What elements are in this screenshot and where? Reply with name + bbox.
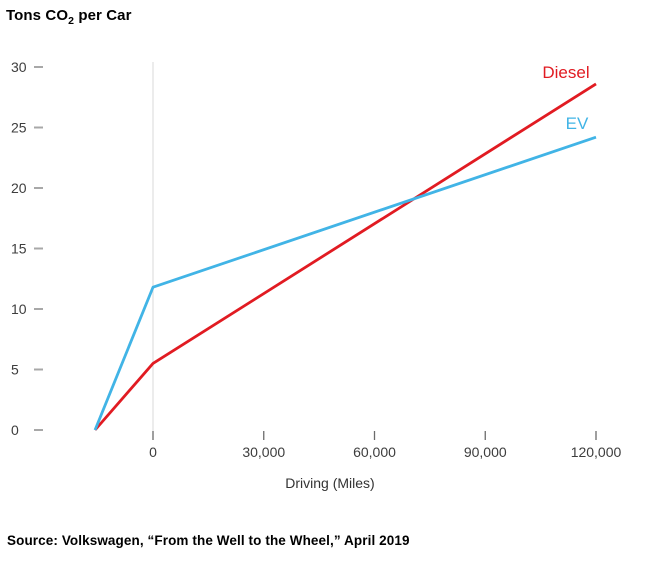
chart-title-subscript: 2 [68,15,75,27]
series-line-diesel [93,82,597,431]
x-axis-tick-label: 30,000 [242,444,285,460]
chart-title-suffix: per Car [74,7,132,24]
source-citation: Source: Volkswagen, “From the Well to th… [7,533,410,548]
series-label-ev: EV [566,114,589,133]
y-axis-tick-label: 30 [11,59,27,75]
x-axis-tick-label: 60,000 [353,444,396,460]
series-line-ev [93,135,597,431]
x-axis-tick-label: 0 [149,444,157,460]
line-chart: 0 5 10 15 20 25 30 0 30,000 60,000 90,000 120,000 Dr… [11,59,622,491]
y-axis-tick-label: 20 [11,180,27,196]
series-label-diesel: Diesel [542,63,589,82]
x-axis-tick-label: 90,000 [464,444,507,460]
y-axis-tick-label: 5 [11,362,19,378]
chart-title: Tons CO2 per Car [6,7,132,27]
y-axis-tick-label: 0 [11,422,19,438]
y-axis-tick-label: 10 [11,301,27,317]
chart-title-prefix: Tons CO [6,7,69,24]
x-axis-title: Driving (Miles) [285,475,374,491]
y-axis-tick-label: 25 [11,120,27,136]
y-axis-tick-label: 15 [11,241,27,257]
x-axis-tick-label: 120,000 [571,444,622,460]
